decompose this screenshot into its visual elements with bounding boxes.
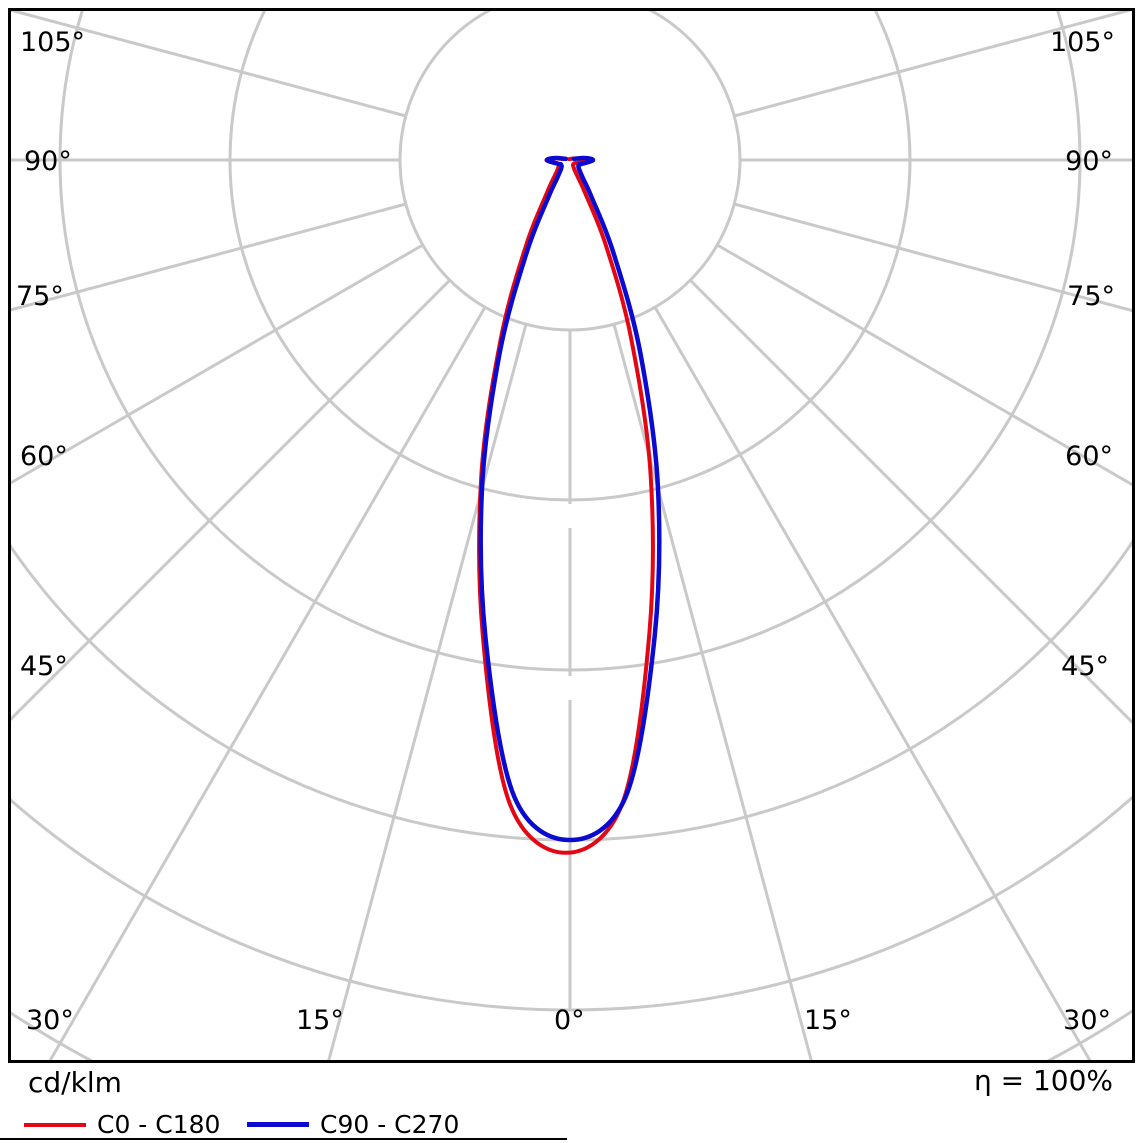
legend-label-c0: C0 - C180 (97, 1110, 221, 1139)
angle-label-right-75: 75° (1067, 281, 1115, 312)
angle-label-bottom-30r: 30° (1063, 1005, 1111, 1036)
footer-divider (0, 1138, 567, 1140)
legend-item-c0-c180: C0 - C180 (24, 1110, 220, 1139)
angle-label-right-45: 45° (1061, 651, 1109, 682)
angle-label-left-75: 75° (16, 281, 64, 312)
unit-label: cd/klm (28, 1066, 122, 1099)
angle-label-right-105: 105° (1049, 27, 1115, 58)
angle-label-left-105: 105° (20, 27, 86, 58)
angle-label-right-60: 60° (1065, 441, 1113, 472)
angle-label-left-45: 45° (20, 651, 68, 682)
legend-label-c90: C90 - C270 (320, 1110, 460, 1139)
legend-item-c90-c270: C90 - C270 (247, 1110, 459, 1139)
angle-label-left-90: 90° (24, 146, 72, 177)
legend-line-c0-icon (24, 1122, 86, 1127)
angle-label-right-90: 90° (1065, 146, 1113, 177)
angle-label-left-60: 60° (20, 441, 68, 472)
curve-c90-c270 (478, 155, 662, 843)
angle-label-bottom-15r: 15° (804, 1005, 852, 1036)
angle-label-bottom-30l: 30° (26, 1005, 74, 1036)
angle-label-bottom-15l: 15° (296, 1005, 344, 1036)
legend-line-c90-icon (247, 1122, 309, 1127)
efficiency-label: η = 100% (973, 1064, 1113, 1097)
angle-label-bottom-0: 0° (554, 1005, 585, 1036)
